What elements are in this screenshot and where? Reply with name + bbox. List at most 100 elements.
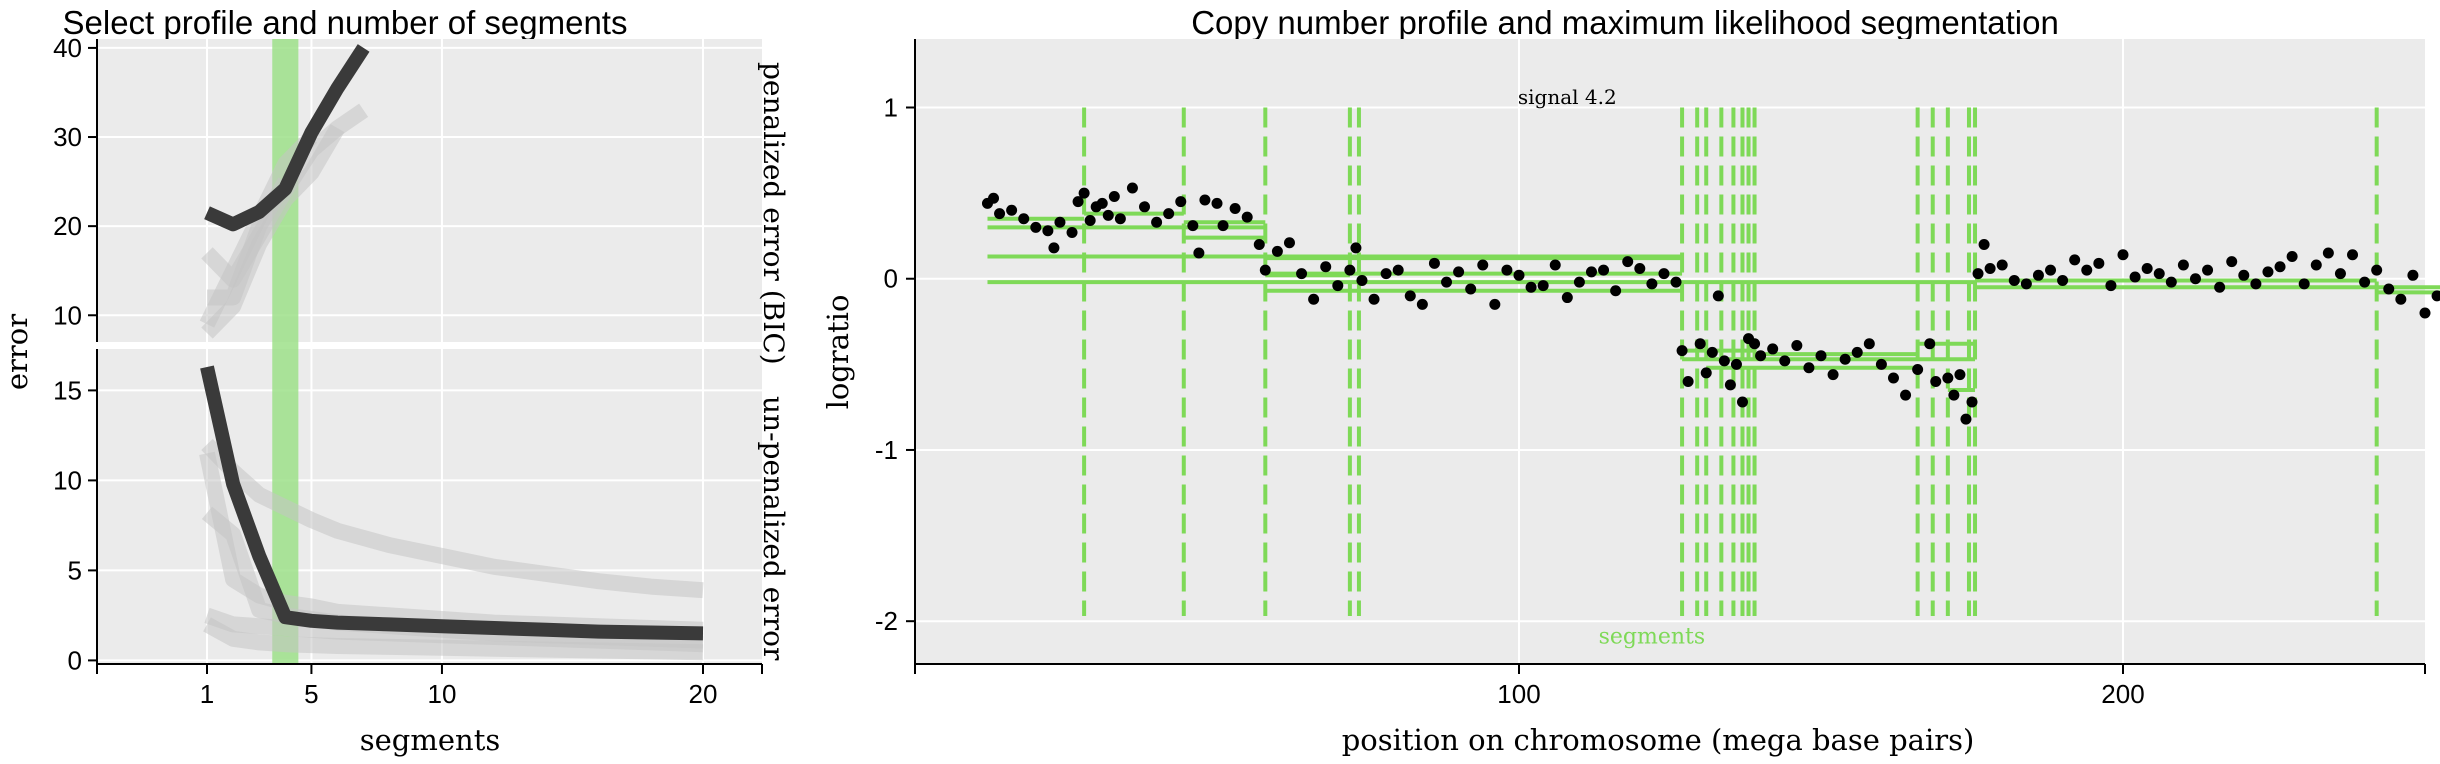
data-point xyxy=(988,192,1000,204)
data-point xyxy=(1042,225,1054,237)
top-panel-strip-label: penalized error (BIC) xyxy=(757,62,790,365)
data-point xyxy=(1561,292,1573,304)
data-point xyxy=(1749,338,1761,350)
data-point xyxy=(1525,281,1537,293)
data-point xyxy=(1942,372,1954,384)
selected-segments-band[interactable] xyxy=(272,39,299,664)
data-point xyxy=(1030,221,1042,233)
data-point xyxy=(2347,249,2359,261)
data-point xyxy=(1151,216,1163,228)
data-point xyxy=(1253,238,1265,250)
y-tick-label: 20 xyxy=(53,211,82,241)
data-point xyxy=(1489,298,1501,310)
data-point xyxy=(1634,262,1646,274)
data-point xyxy=(1724,379,1736,391)
data-point xyxy=(2383,283,2395,295)
data-point xyxy=(1441,276,1453,288)
data-point xyxy=(1163,208,1175,220)
data-point xyxy=(1930,375,1942,387)
data-point xyxy=(2020,278,2032,290)
data-point xyxy=(1791,340,1803,352)
data-point xyxy=(1350,242,1362,254)
data-point xyxy=(1126,182,1138,194)
data-point xyxy=(2419,307,2431,319)
data-point xyxy=(1755,350,1767,362)
data-point xyxy=(2431,290,2440,302)
breakpoint-lines xyxy=(1082,107,2379,617)
data-point xyxy=(1622,256,1634,268)
data-point xyxy=(1549,259,1561,271)
data-point xyxy=(2069,254,2081,266)
data-point xyxy=(2177,259,2189,271)
data-point xyxy=(1006,204,1018,216)
data-point xyxy=(1344,264,1356,276)
data-point xyxy=(1700,367,1712,379)
data-point xyxy=(1102,209,1114,221)
y-tick-label: 30 xyxy=(53,122,82,152)
x-tick-label: 1 xyxy=(200,679,214,709)
data-point xyxy=(1839,353,1851,365)
x-tick-label: 5 xyxy=(304,679,318,709)
data-point xyxy=(1392,264,1404,276)
y-tick-label: 40 xyxy=(53,33,82,63)
data-point xyxy=(1954,369,1966,381)
left-chart-title: Select profile and number of segments xyxy=(63,4,628,41)
data-point xyxy=(2081,264,2093,276)
left-x-axis-label: segments xyxy=(360,723,500,757)
data-point xyxy=(2395,293,2407,305)
data-point xyxy=(1084,215,1096,227)
data-point xyxy=(2310,259,2322,271)
other-profile-line xyxy=(204,607,704,653)
data-point xyxy=(1271,245,1283,257)
data-point xyxy=(1380,268,1392,280)
data-point xyxy=(1863,338,1875,350)
data-point xyxy=(1978,238,1990,250)
data-point xyxy=(1175,196,1187,208)
data-point xyxy=(1187,220,1199,232)
data-point xyxy=(1320,261,1332,273)
data-point xyxy=(1404,290,1416,302)
data-point xyxy=(2141,262,2153,274)
right-y-axis-label: logratio xyxy=(821,295,855,410)
data-point xyxy=(1712,290,1724,302)
data-point xyxy=(1966,396,1978,408)
data-point xyxy=(2202,264,2214,276)
left-chart-series xyxy=(199,44,704,661)
x-tick-label: 10 xyxy=(427,679,456,709)
data-point xyxy=(2238,269,2250,281)
data-point xyxy=(1048,242,1060,254)
data-point xyxy=(1779,355,1791,367)
data-point xyxy=(2032,269,2044,281)
y-tick-label: 15 xyxy=(53,375,82,405)
data-point xyxy=(1948,389,1960,401)
data-point xyxy=(1096,197,1108,209)
right-x-axis-label: position on chromosome (mega base pairs) xyxy=(1342,723,1975,757)
data-point xyxy=(1229,203,1241,215)
data-point xyxy=(1972,268,1984,280)
data-point xyxy=(1139,201,1151,213)
data-point xyxy=(2226,256,2238,268)
data-point xyxy=(2165,276,2177,288)
other-profile-line xyxy=(203,617,704,661)
data-point xyxy=(1887,372,1899,384)
data-point xyxy=(1259,264,1271,276)
data-point xyxy=(1924,338,1936,350)
y-tick-label: 5 xyxy=(68,555,82,585)
data-point xyxy=(1332,280,1344,292)
data-point xyxy=(2250,278,2262,290)
data-point xyxy=(1018,213,1030,225)
bottom-panel-strip-label: un-penalized error xyxy=(757,396,790,661)
data-point xyxy=(1585,266,1597,278)
data-point xyxy=(1072,196,1084,208)
data-point xyxy=(2008,274,2020,286)
data-point xyxy=(1356,274,1368,286)
y-tick-label: 1 xyxy=(884,92,898,122)
data-point xyxy=(1730,358,1742,370)
right-chart-title: Copy number profile and maximum likeliho… xyxy=(1191,4,2059,41)
data-point xyxy=(1875,358,1887,370)
data-point xyxy=(1610,285,1622,297)
data-point xyxy=(1283,237,1295,249)
data-point xyxy=(1676,345,1688,357)
data-point xyxy=(2153,268,2165,280)
